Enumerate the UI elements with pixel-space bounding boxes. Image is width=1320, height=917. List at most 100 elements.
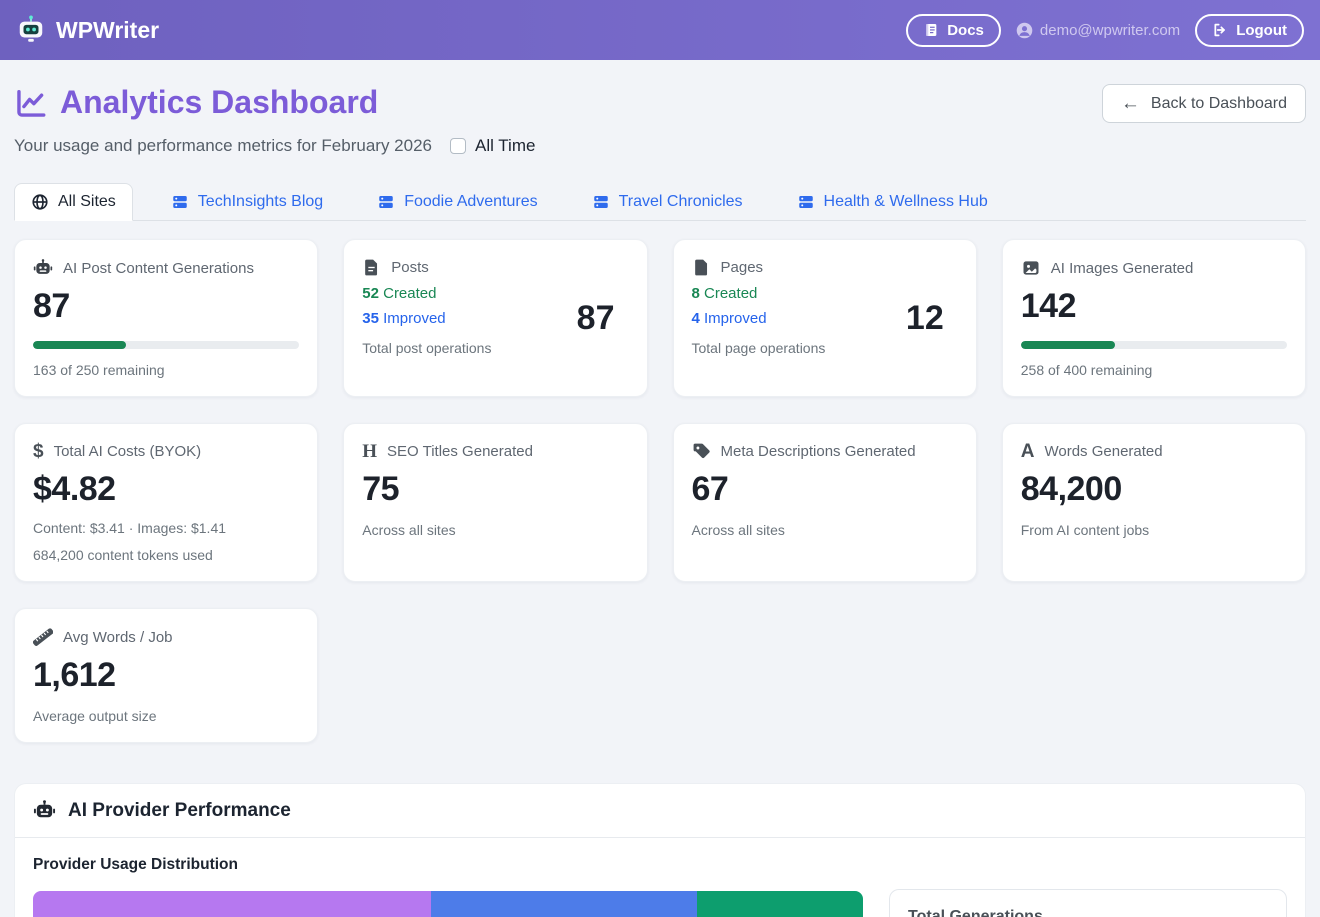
ruler-icon bbox=[33, 627, 53, 647]
all-time-toggle[interactable]: All Time bbox=[450, 136, 535, 156]
card-posts: Posts 52 Created 35 Improved Total post … bbox=[343, 239, 647, 397]
provider-section-body: Provider Usage Distribution 48% 32% 20% … bbox=[15, 838, 1305, 917]
brand-name: WPWriter bbox=[56, 17, 159, 44]
logout-button[interactable]: Logout bbox=[1195, 14, 1304, 47]
tab-label: Health & Wellness Hub bbox=[824, 193, 988, 211]
card-value: $4.82 bbox=[33, 470, 299, 509]
total-generations-label: Total Generations bbox=[908, 908, 1268, 917]
tab-all-sites[interactable]: All Sites bbox=[14, 183, 133, 221]
card-avg-words: Avg Words / Job 1,612 Average output siz… bbox=[14, 608, 318, 743]
tab-label: Foodie Adventures bbox=[404, 193, 537, 211]
chart-line-icon bbox=[14, 86, 48, 120]
back-to-dashboard-button[interactable]: ← Back to Dashboard bbox=[1102, 84, 1306, 123]
card-value: 1,612 bbox=[33, 656, 299, 695]
distribution-segment: 48% bbox=[33, 891, 431, 917]
card-value: 67 bbox=[692, 470, 958, 509]
site-stack-icon bbox=[377, 193, 395, 211]
docs-button[interactable]: Docs bbox=[906, 14, 1001, 47]
quota-progress-fill bbox=[33, 341, 126, 349]
card-title-row: Pages bbox=[692, 258, 826, 277]
all-time-checkbox[interactable] bbox=[450, 138, 466, 154]
tab-techinsights-blog[interactable]: TechInsights Blog bbox=[155, 184, 339, 220]
distribution-title: Provider Usage Distribution bbox=[33, 856, 863, 874]
card-title-row: AI Images Generated bbox=[1021, 258, 1287, 278]
cost-breakdown: Content: $3.41 · Images: $1.41 bbox=[33, 520, 299, 536]
posts-improved-value: 35 bbox=[362, 310, 379, 327]
tab-foodie-adventures[interactable]: Foodie Adventures bbox=[361, 184, 553, 220]
dollar-icon: $ bbox=[33, 442, 44, 461]
provider-section-title: AI Provider Performance bbox=[68, 800, 291, 822]
posts-improved-label: Improved bbox=[383, 310, 446, 327]
card-value: 84,200 bbox=[1021, 470, 1287, 509]
card-title-text: Pages bbox=[721, 259, 764, 276]
page-subtitle: Your usage and performance metrics for F… bbox=[14, 136, 432, 156]
card-title-row: H SEO Titles Generated bbox=[362, 442, 628, 461]
user-email-text: demo@wpwriter.com bbox=[1040, 22, 1180, 39]
card-value: 75 bbox=[362, 470, 628, 509]
topbar-actions: Docs demo@wpwriter.com Logout bbox=[906, 14, 1304, 47]
all-time-label: All Time bbox=[475, 136, 535, 156]
pages-improved-value: 4 bbox=[692, 310, 700, 327]
segment-percent-label: 32% bbox=[549, 914, 579, 917]
total-generations-card: Total Generations 87 bbox=[889, 889, 1287, 917]
card-title-row: $ Total AI Costs (BYOK) bbox=[33, 442, 299, 461]
pages-improved-label: Improved bbox=[704, 310, 767, 327]
robot-icon bbox=[33, 258, 53, 278]
back-button-label: Back to Dashboard bbox=[1151, 95, 1287, 113]
card-seo-titles: H SEO Titles Generated 75 Across all sit… bbox=[343, 423, 647, 582]
card-note: Total page operations bbox=[692, 340, 826, 356]
quota-progress-fill bbox=[1021, 341, 1116, 349]
brand-logo[interactable]: WPWriter bbox=[16, 15, 159, 45]
main-content: Analytics Dashboard ← Back to Dashboard … bbox=[0, 84, 1320, 917]
card-title-text: Avg Words / Job bbox=[63, 629, 173, 646]
provider-performance-section: AI Provider Performance Provider Usage D… bbox=[14, 783, 1306, 917]
provider-usage-distribution-bar: 48% 32% 20% bbox=[33, 891, 863, 917]
card-meta-descriptions: Meta Descriptions Generated 67 Across al… bbox=[673, 423, 977, 582]
card-note: Total post operations bbox=[362, 340, 491, 356]
tab-label: All Sites bbox=[58, 193, 116, 211]
card-title-text: AI Images Generated bbox=[1051, 260, 1194, 277]
page-title-row: Analytics Dashboard ← Back to Dashboard bbox=[14, 84, 1306, 123]
tab-travel-chronicles[interactable]: Travel Chronicles bbox=[576, 184, 759, 220]
book-icon bbox=[923, 22, 939, 38]
image-icon bbox=[1021, 258, 1041, 278]
card-note: From AI content jobs bbox=[1021, 522, 1287, 538]
page-title: Analytics Dashboard bbox=[14, 84, 378, 121]
pages-created-value: 8 bbox=[692, 285, 700, 302]
font-icon: A bbox=[1021, 442, 1035, 461]
segment-percent-label: 48% bbox=[217, 914, 247, 917]
card-note: Average output size bbox=[33, 708, 299, 724]
card-title-row: A Words Generated bbox=[1021, 442, 1287, 461]
card-title-text: Total AI Costs (BYOK) bbox=[54, 443, 202, 460]
left-arrow-icon: ← bbox=[1121, 94, 1140, 113]
site-stack-icon bbox=[171, 193, 189, 211]
site-stack-icon bbox=[592, 193, 610, 211]
logout-icon bbox=[1212, 22, 1228, 38]
card-title-row: Meta Descriptions Generated bbox=[692, 442, 958, 461]
logout-button-label: Logout bbox=[1236, 22, 1287, 39]
tab-label: Travel Chronicles bbox=[619, 193, 743, 211]
posts-improved-line: 35 Improved bbox=[362, 310, 491, 327]
card-title-text: Posts bbox=[391, 259, 429, 276]
card-title-row: AI Post Content Generations bbox=[33, 258, 299, 278]
heading-icon: H bbox=[362, 442, 377, 461]
card-note: 258 of 400 remaining bbox=[1021, 362, 1287, 378]
tab-health-wellness-hub[interactable]: Health & Wellness Hub bbox=[781, 184, 1004, 220]
site-tabs: All Sites TechInsights Blog bbox=[14, 183, 1306, 221]
card-note: 163 of 250 remaining bbox=[33, 362, 299, 378]
posts-created-line: 52 Created bbox=[362, 285, 491, 302]
page-file-icon bbox=[692, 258, 711, 277]
card-title-row: Posts bbox=[362, 258, 491, 277]
posts-created-label: Created bbox=[383, 285, 436, 302]
card-post-generations: AI Post Content Generations 87 163 of 25… bbox=[14, 239, 318, 397]
page-subtitle-row: Your usage and performance metrics for F… bbox=[14, 136, 1306, 156]
quota-progress-track bbox=[1021, 341, 1287, 349]
pages-left-column: Pages 8 Created 4 Improved Total page op… bbox=[692, 258, 826, 378]
robot-logo-icon bbox=[16, 15, 46, 45]
user-avatar-icon bbox=[1016, 22, 1033, 39]
tab-label: TechInsights Blog bbox=[198, 193, 323, 211]
pages-total-value: 12 bbox=[906, 299, 958, 338]
card-title-row: Avg Words / Job bbox=[33, 627, 299, 647]
provider-section-header: AI Provider Performance bbox=[15, 784, 1305, 838]
card-title-text: Words Generated bbox=[1044, 443, 1162, 460]
